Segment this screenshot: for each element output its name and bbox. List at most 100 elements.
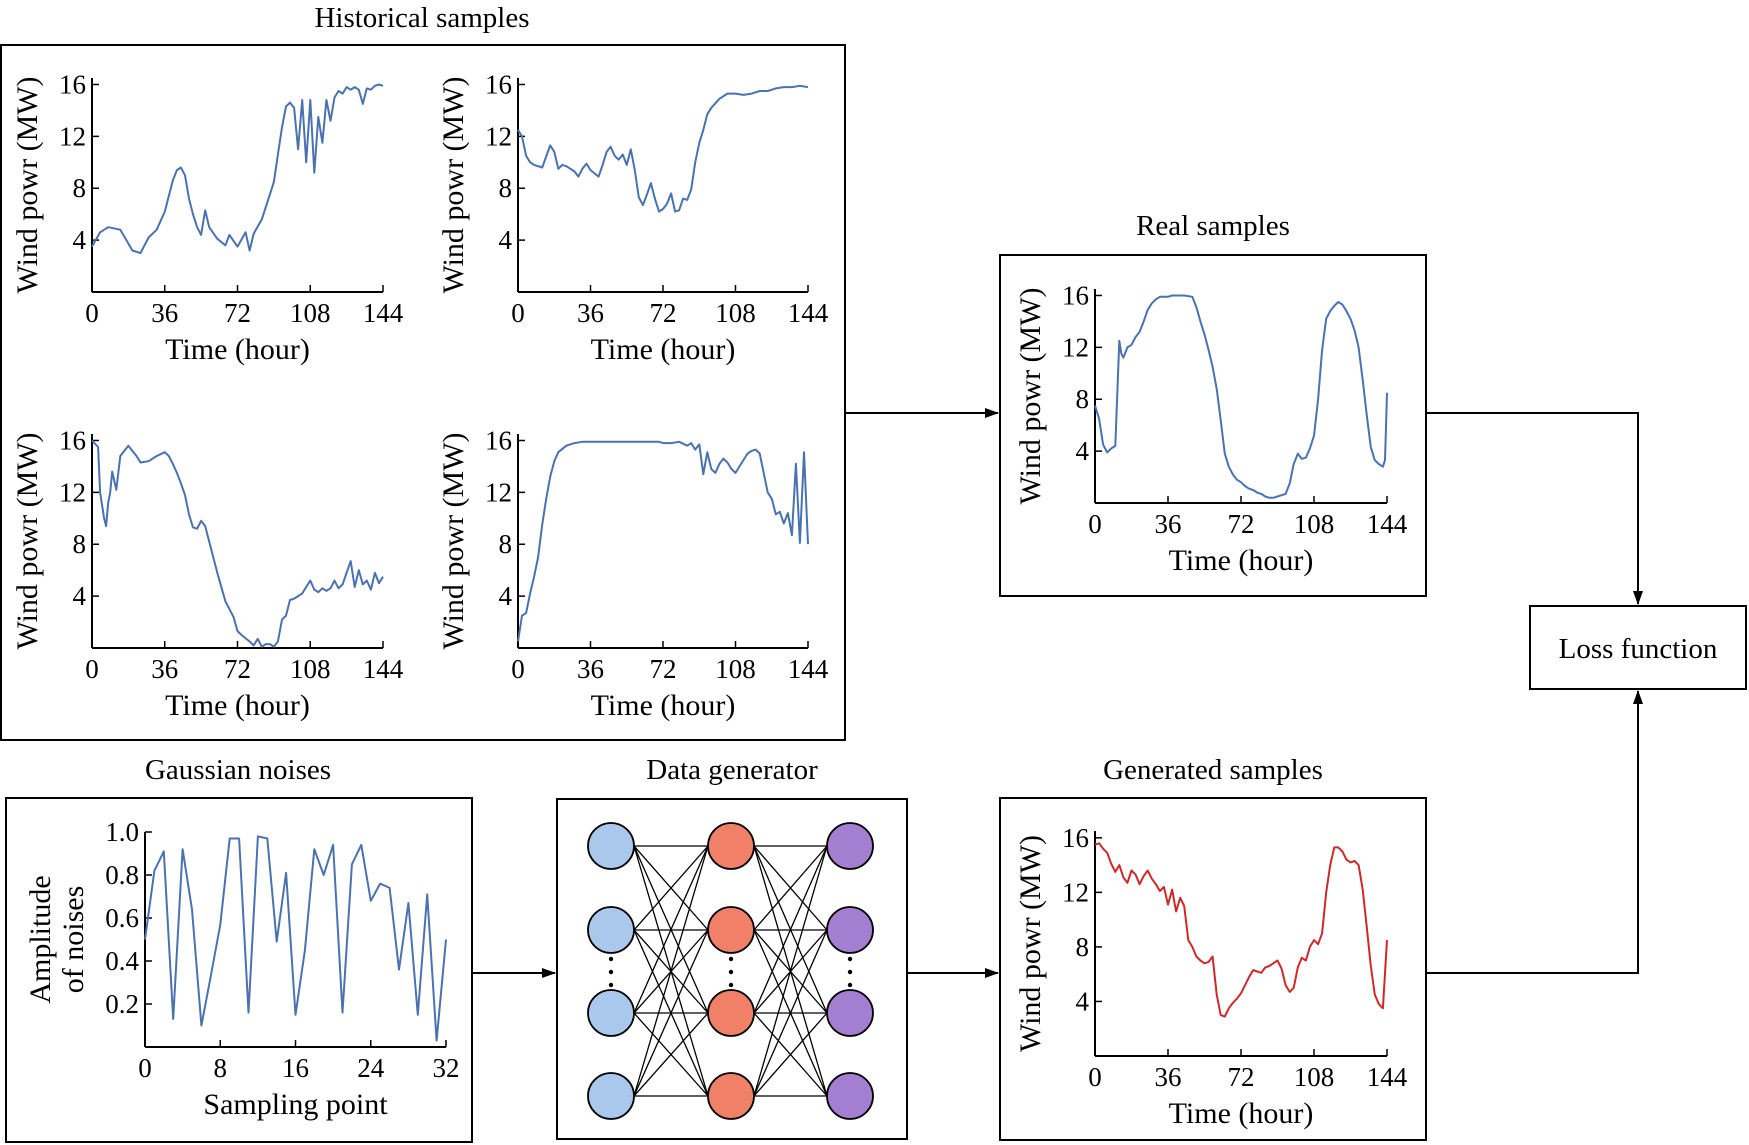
output-layer-node xyxy=(826,822,874,870)
x-tick-label: 108 xyxy=(1294,509,1335,539)
arrow-real-to-loss xyxy=(1426,412,1643,605)
x-tick-label: 0 xyxy=(511,298,525,328)
connection-line xyxy=(633,845,709,1014)
series-line xyxy=(91,439,384,648)
x-axis-label: Time (hour) xyxy=(591,333,736,366)
connection-line xyxy=(753,845,828,931)
real-samples-chart: 0 36 72 108 144 4 8 12 16 Time (hour) Wind powr (M… xyxy=(1014,280,1408,577)
x-tick-label: 144 xyxy=(788,298,829,328)
historical-chart-1: 0 36 72 108 144 4 8 12 16 Time (hour) Wind powr (M… xyxy=(11,69,404,366)
y-tick-label: 8 xyxy=(499,529,513,559)
input-layer-node xyxy=(587,989,635,1037)
y-axis-label: Wind powr (MW) xyxy=(11,432,44,649)
y-tick-label: 16 xyxy=(485,425,512,455)
x-tick-label: 144 xyxy=(363,298,404,328)
historical-samples-box xyxy=(0,44,846,741)
y-tick-label: 4 xyxy=(73,581,87,611)
x-tick-label: 108 xyxy=(715,654,756,684)
x-tick-label: 32 xyxy=(433,1053,460,1083)
y-tick-label: 0.6 xyxy=(105,903,139,933)
y-tick-label: 12 xyxy=(1062,877,1089,907)
y-tick-label: 16 xyxy=(59,425,86,455)
y-tick-label: 8 xyxy=(73,529,87,559)
loss-function-label: Loss function xyxy=(1559,633,1718,665)
series-line xyxy=(517,84,809,213)
x-axis-label: Time (hour) xyxy=(165,689,310,722)
series-line xyxy=(1094,294,1388,499)
x-tick-label: 72 xyxy=(224,654,251,684)
x-tick-label: 0 xyxy=(138,1053,152,1083)
x-tick-label: 72 xyxy=(224,298,251,328)
y-tick-label: 12 xyxy=(485,477,512,507)
y-axis-label: Wind powr (MW) xyxy=(437,76,470,293)
y-tick-label: 12 xyxy=(1062,332,1089,362)
y-tick-label: 12 xyxy=(485,121,512,151)
ellipsis-dot xyxy=(847,982,853,988)
connection-line xyxy=(633,845,709,931)
y-tick-label: 4 xyxy=(1076,436,1090,466)
title-historical-samples: Historical samples xyxy=(314,2,529,34)
x-axis-label: Time (hour) xyxy=(165,333,310,366)
connection-line xyxy=(753,1012,828,1097)
ellipsis-dot xyxy=(847,956,853,962)
connection-line xyxy=(633,845,709,1097)
x-tick-label: 0 xyxy=(85,654,99,684)
gaussian-noises-box xyxy=(5,797,473,1143)
y-tick-label: 8 xyxy=(73,173,87,203)
y-tick-label: 12 xyxy=(59,121,86,151)
x-tick-label: 144 xyxy=(788,654,829,684)
x-axis-label: Sampling point xyxy=(203,1088,388,1121)
x-tick-label: 144 xyxy=(363,654,404,684)
x-tick-label: 8 xyxy=(214,1053,228,1083)
y-tick-label: 8 xyxy=(499,173,513,203)
hidden-layer-node xyxy=(707,989,755,1037)
y-axis-label: Wind powr (MW) xyxy=(437,432,470,649)
input-layer-node xyxy=(587,822,635,870)
series-line xyxy=(144,835,447,1042)
x-tick-label: 36 xyxy=(1155,509,1182,539)
y-axis-label: Wind powr (MW) xyxy=(1014,835,1047,1052)
real-samples-box xyxy=(999,254,1427,597)
connection-line xyxy=(753,929,828,1097)
gaussian-noise-chart: 0 8 16 24 32 0.2 0.4 0.6 0.8 1.0 Sampling point Amp… xyxy=(24,817,460,1121)
ellipsis-dot xyxy=(847,969,853,975)
y-tick-label: 16 xyxy=(59,69,86,99)
y-axis-label: Amplitude xyxy=(24,875,57,1003)
x-tick-label: 36 xyxy=(151,654,178,684)
x-axis-label: Time (hour) xyxy=(1169,1097,1314,1130)
x-tick-label: 36 xyxy=(577,654,604,684)
historical-chart-3: 0 36 72 108 144 4 8 12 16 Time (hour) Wind powr (M… xyxy=(11,425,404,722)
x-tick-label: 144 xyxy=(1367,509,1408,539)
hidden-layer-node xyxy=(707,1072,755,1120)
series-line xyxy=(517,440,809,642)
x-tick-label: 108 xyxy=(1294,1062,1335,1092)
y-axis-label: Wind powr (MW) xyxy=(11,76,44,293)
y-tick-label: 16 xyxy=(1062,823,1089,853)
y-tick-label: 0.8 xyxy=(105,860,139,890)
ellipsis-dot xyxy=(608,956,614,962)
connection-line xyxy=(753,845,828,1097)
y-tick-label: 8 xyxy=(1076,384,1090,414)
x-tick-label: 72 xyxy=(1228,509,1255,539)
x-tick-label: 72 xyxy=(1228,1062,1255,1092)
x-tick-label: 16 xyxy=(282,1053,309,1083)
y-axis-label: Wind powr (MW) xyxy=(1014,287,1047,504)
y-tick-label: 12 xyxy=(59,477,86,507)
ellipsis-dot xyxy=(728,969,734,975)
y-tick-label: 16 xyxy=(1062,280,1089,310)
x-tick-label: 0 xyxy=(1088,1062,1102,1092)
series-line xyxy=(91,83,384,255)
connection-line xyxy=(633,1012,709,1097)
x-axis-label: Time (hour) xyxy=(1169,544,1314,577)
ellipsis-dot xyxy=(608,969,614,975)
y-tick-label: 16 xyxy=(485,69,512,99)
x-tick-label: 144 xyxy=(1367,1062,1408,1092)
x-tick-label: 0 xyxy=(511,654,525,684)
loss-function-box xyxy=(1529,605,1747,690)
x-tick-label: 36 xyxy=(151,298,178,328)
title-gaussian-noises: Gaussian noises xyxy=(145,754,331,786)
x-tick-label: 36 xyxy=(1155,1062,1182,1092)
x-tick-label: 72 xyxy=(650,298,677,328)
series-line xyxy=(1094,842,1388,1018)
